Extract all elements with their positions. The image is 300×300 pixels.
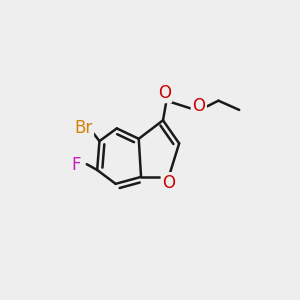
- Text: F: F: [72, 156, 81, 174]
- Text: O: O: [158, 84, 171, 102]
- Text: O: O: [162, 174, 175, 192]
- Text: Br: Br: [74, 119, 92, 137]
- Text: O: O: [192, 98, 205, 116]
